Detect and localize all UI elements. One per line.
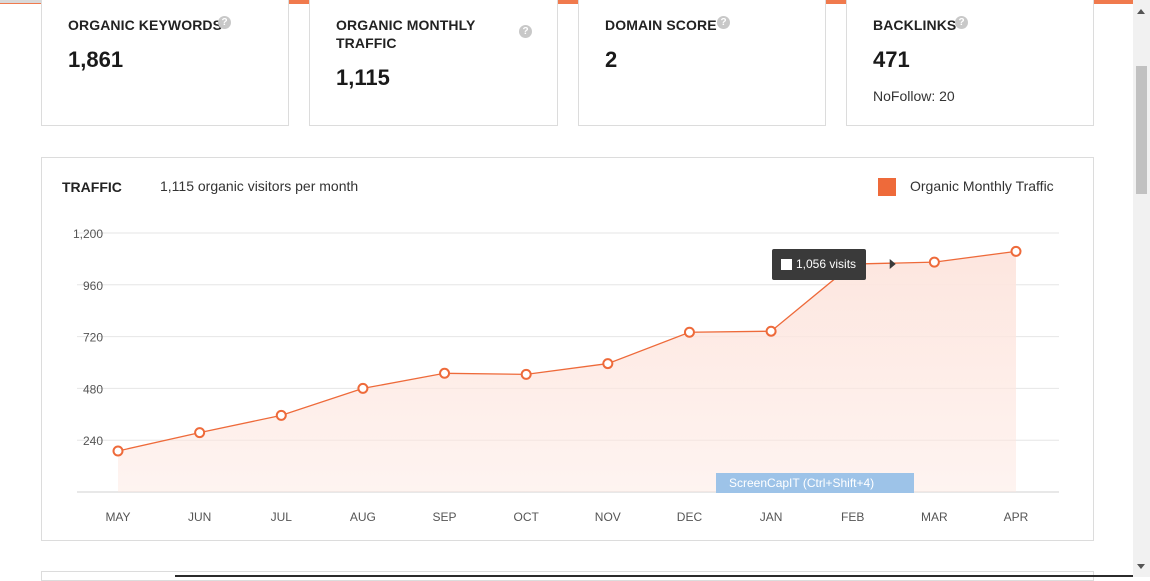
- x-tick-label: MAY: [105, 510, 130, 524]
- x-tick-label: SEP: [433, 510, 457, 524]
- series-line: [117, 250, 1017, 452]
- scroll-down-icon[interactable]: [1137, 564, 1145, 569]
- help-icon[interactable]: ?: [717, 16, 730, 29]
- metric-card-backlinks: BACKLINKS ? 471 NoFollow: 20: [846, 0, 1094, 126]
- data-point: [765, 325, 777, 337]
- data-point: [928, 256, 940, 268]
- data-point: [1010, 245, 1022, 257]
- metric-label: ORGANIC KEYWORDS: [68, 17, 223, 33]
- screencap-overlay[interactable]: ScreenCapIT (Ctrl+Shift+4): [716, 473, 914, 493]
- x-tick-label: JUN: [188, 510, 211, 524]
- legend-label: Organic Monthly Traffic: [910, 178, 1054, 194]
- data-point: [520, 368, 532, 380]
- scrollbar-thumb[interactable]: [1136, 66, 1147, 194]
- y-tick-label: 960: [83, 279, 103, 293]
- traffic-title: TRAFFIC: [62, 179, 122, 195]
- x-tick-label: AUG: [350, 510, 376, 524]
- x-tick-label: OCT: [514, 510, 540, 524]
- metric-label: BACKLINKS: [873, 17, 957, 33]
- tooltip-text: 1,056 visits: [796, 257, 857, 271]
- data-point: [357, 382, 369, 394]
- tooltip-pointer: [889, 259, 896, 269]
- metric-label: DOMAIN SCORE: [605, 17, 717, 33]
- scroll-up-icon[interactable]: [1137, 9, 1145, 14]
- x-tick-label: DEC: [677, 510, 703, 524]
- tooltip-swatch: [781, 259, 792, 270]
- metric-card-domain-score: DOMAIN SCORE ? 2: [578, 0, 826, 126]
- bottom-strip: [175, 575, 1135, 577]
- x-tick-label: FEB: [841, 510, 864, 524]
- metric-card-organic-keywords: ORGANIC KEYWORDS ? 1,861: [41, 0, 289, 126]
- metric-value: 1,861: [68, 47, 124, 72]
- x-tick-label: APR: [1004, 510, 1029, 524]
- traffic-subtitle: 1,115 organic visitors per month: [160, 178, 359, 194]
- metric-label-line1: ORGANIC MONTHLY: [336, 17, 476, 33]
- help-icon[interactable]: ?: [519, 25, 532, 38]
- x-tick-label: JAN: [760, 510, 783, 524]
- series-area: [118, 251, 1016, 492]
- metric-value: 1,115: [336, 65, 390, 90]
- data-point: [683, 326, 695, 338]
- y-tick-label: 240: [83, 434, 103, 448]
- data-point: [439, 367, 451, 379]
- metric-label: ORGANIC MONTHLY TRAFFIC: [336, 16, 475, 52]
- x-tick-label: NOV: [595, 510, 621, 524]
- metric-card-organic-monthly-traffic: ORGANIC MONTHLY TRAFFIC ? 1,115: [309, 0, 558, 126]
- metric-value: 2: [605, 47, 618, 72]
- chart-tooltip: 1,056 visits: [772, 249, 866, 280]
- nofollow-count: NoFollow: 20: [873, 88, 955, 104]
- x-tick-label: JUL: [271, 510, 293, 524]
- help-icon[interactable]: ?: [218, 16, 231, 29]
- data-point: [602, 358, 614, 370]
- data-point: [112, 445, 124, 457]
- y-tick-label: 1,200: [73, 227, 103, 241]
- data-point: [194, 427, 206, 439]
- vertical-scrollbar[interactable]: [1133, 0, 1150, 577]
- metric-label-line2: TRAFFIC: [336, 35, 397, 51]
- legend-swatch: [878, 178, 896, 196]
- x-tick-label: MAR: [921, 510, 948, 524]
- help-icon[interactable]: ?: [955, 16, 968, 29]
- metric-value: 471: [873, 47, 910, 72]
- y-tick-label: 480: [83, 382, 103, 396]
- metric-cards: ORGANIC KEYWORDS ? 1,861 ORGANIC MONTHLY…: [41, 0, 1094, 127]
- data-point: [275, 409, 287, 421]
- y-tick-label: 720: [83, 331, 103, 345]
